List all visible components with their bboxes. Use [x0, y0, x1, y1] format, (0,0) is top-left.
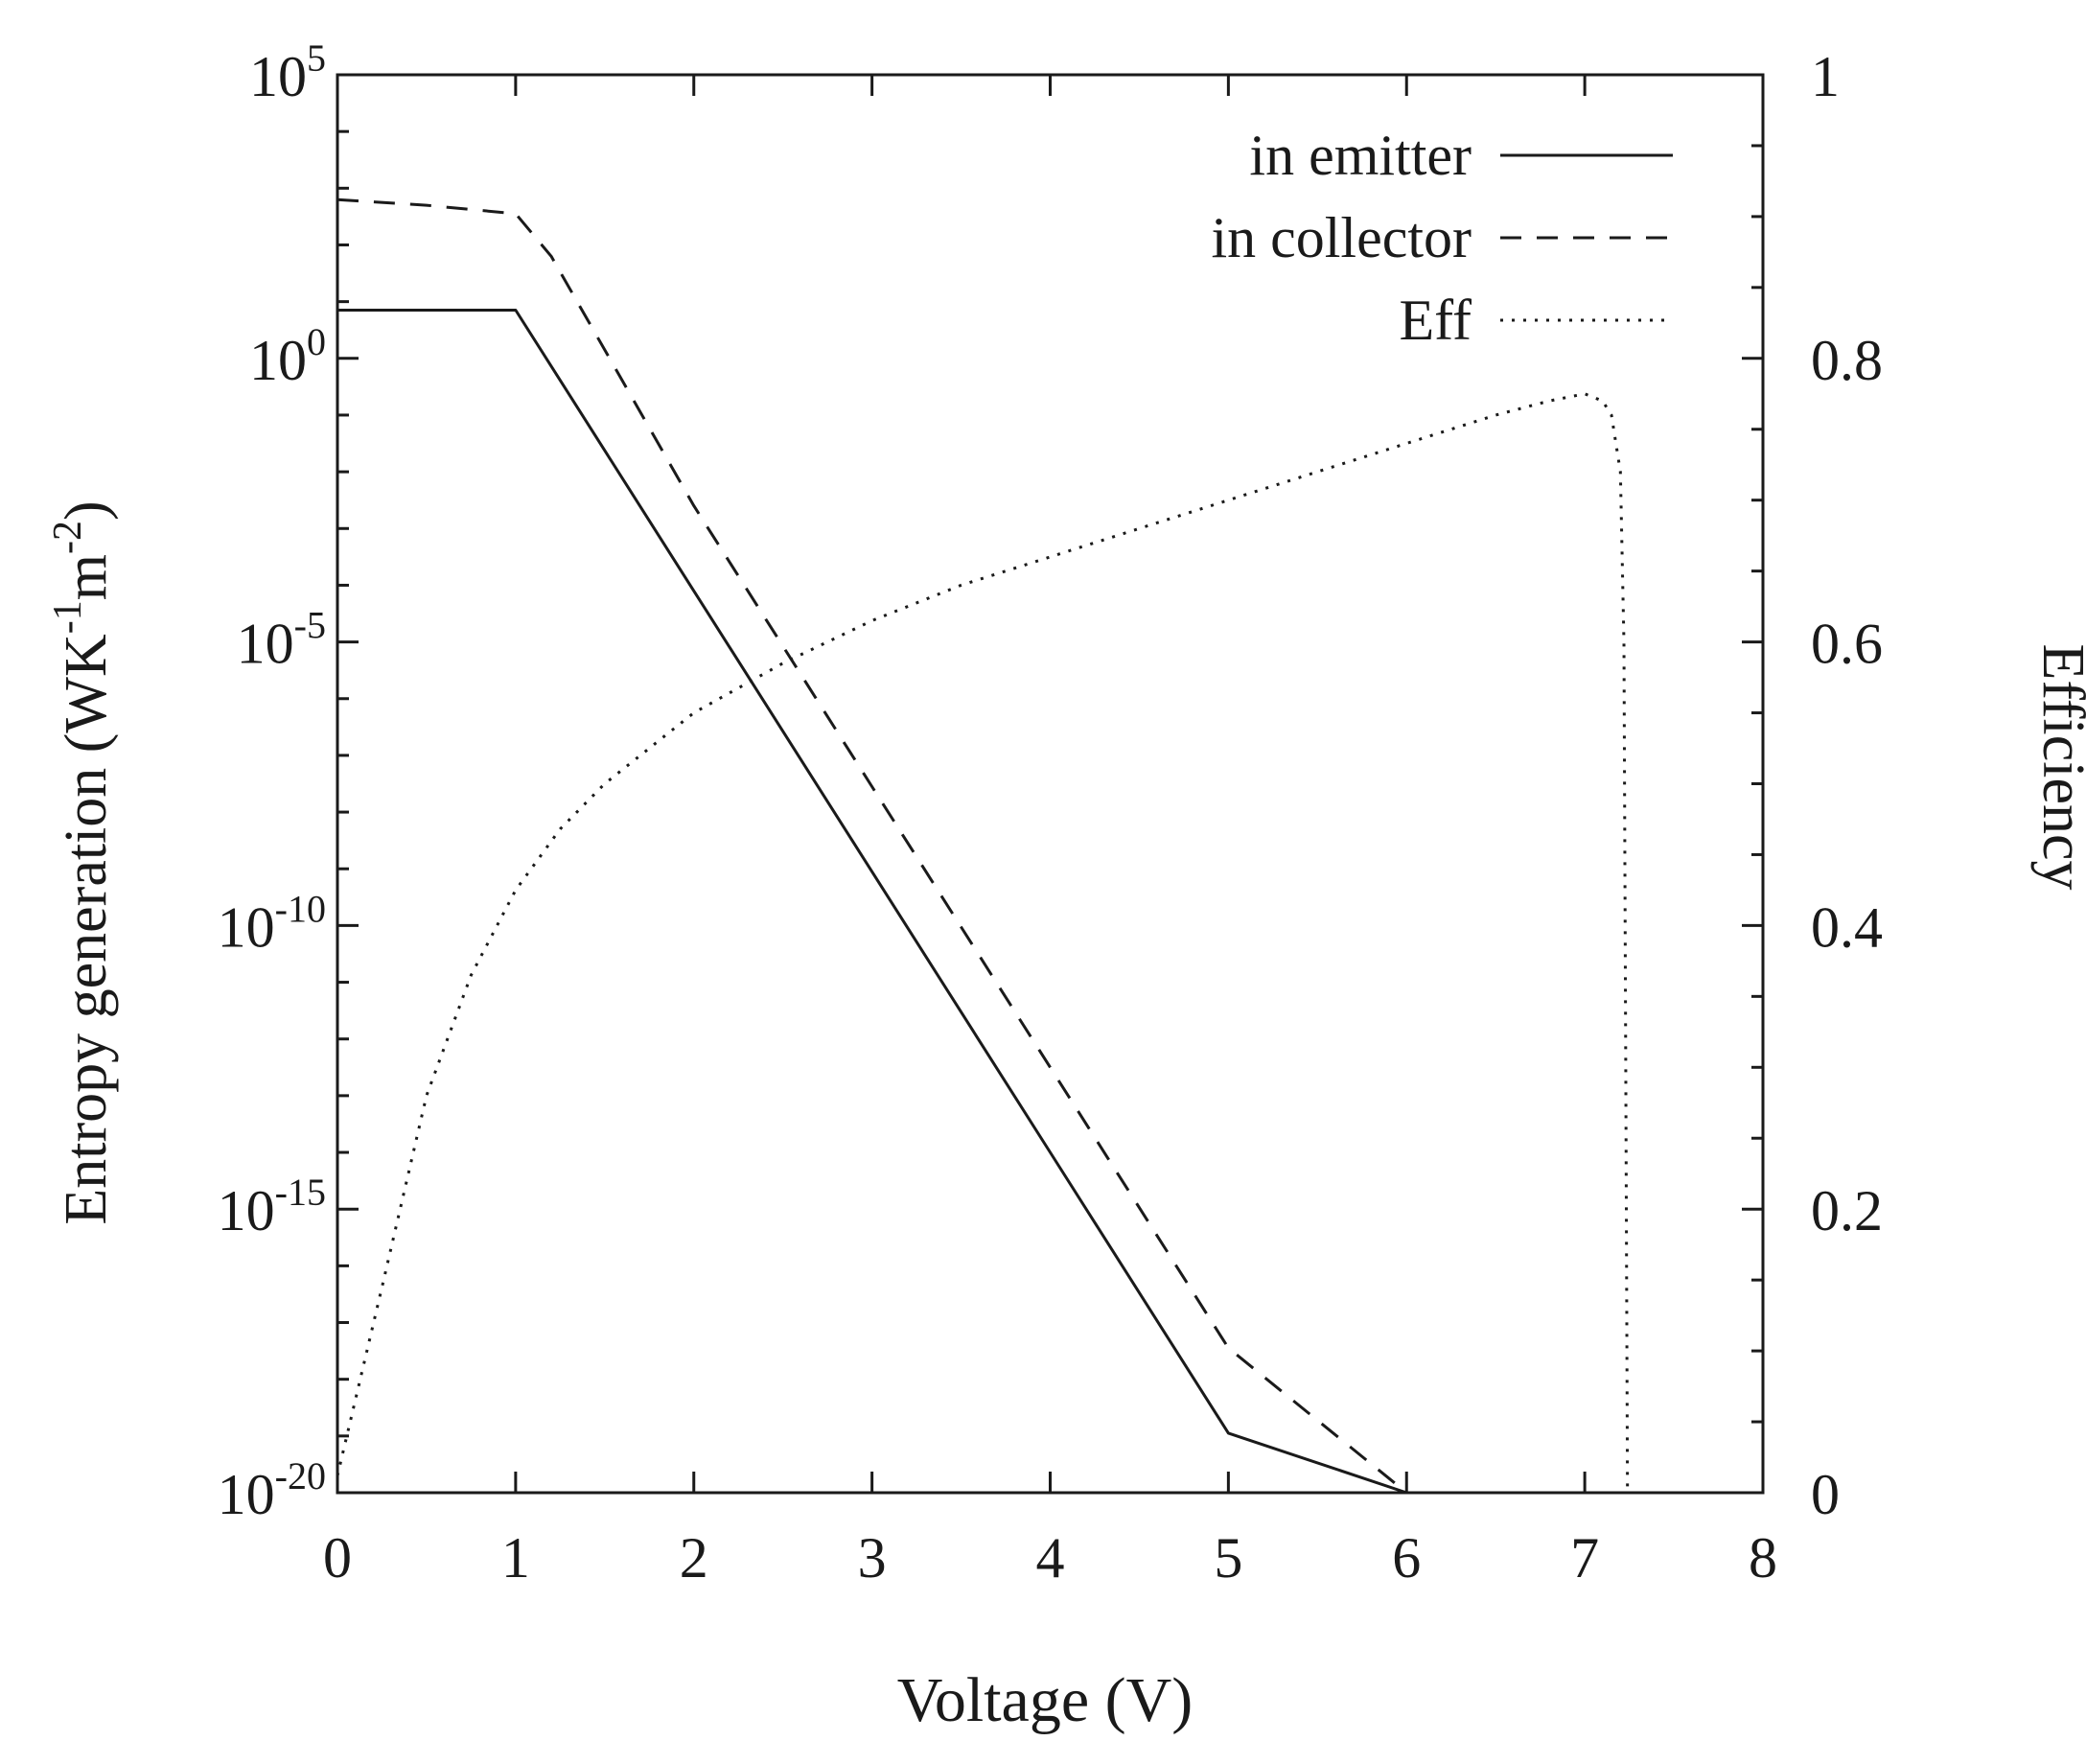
y-tick-label: 10-10	[218, 887, 326, 959]
plot-frame	[336, 73, 1765, 1495]
y-axis-label: Entropy generation (WK-1m-2)	[46, 500, 119, 1224]
y-tick-label-exponent: 5	[307, 36, 326, 80]
y2-tick-label: 0.4	[1811, 895, 1883, 959]
plot-series	[336, 197, 1630, 1495]
x-axis-label: Voltage (V)	[897, 1665, 1194, 1735]
y-tick-label: 10-15	[218, 1171, 326, 1242]
y2-tick-label: 0.6	[1811, 613, 1883, 676]
series-line-in-collector	[336, 197, 1621, 1495]
y-tick-label: 105	[249, 36, 326, 108]
x-tick-label: 0	[323, 1526, 352, 1590]
legend-label: in collector	[1211, 206, 1472, 269]
series-line-in-emitter	[337, 309, 1630, 1495]
y-tick-label-base: 10	[249, 329, 307, 392]
y2-tick-label: 0	[1811, 1463, 1840, 1526]
y-tick-label-base: 10	[218, 1179, 275, 1242]
y-tick-label-exponent: -5	[294, 604, 326, 647]
y-tick-label-base: 10	[237, 613, 294, 676]
y2-tick-label: 1	[1811, 45, 1840, 108]
y-axis-label-mid: m	[54, 554, 119, 600]
x-tick-label: 7	[1570, 1526, 1599, 1590]
legend-label: in emitter	[1249, 124, 1472, 187]
y-axis-label-exp1: -1	[46, 600, 90, 634]
tick-marks	[336, 73, 1765, 1495]
y-tick-label-exponent: -20	[275, 1454, 326, 1497]
y-tick-label: 10-5	[237, 604, 326, 676]
legend: in emitter in collector Eff	[1211, 124, 1673, 352]
y2-tick-label: 0.2	[1811, 1179, 1883, 1242]
x-tick-label: 5	[1214, 1526, 1242, 1590]
y-axis-label-prefix: Entropy generation (WK	[54, 634, 119, 1225]
y2-tick-label: 0.8	[1811, 329, 1883, 392]
y-axis-label-suffix: )	[54, 500, 119, 521]
y-tick-label: 10-20	[218, 1454, 326, 1526]
x-tick-label: 1	[501, 1526, 530, 1590]
x-tick-label: 6	[1392, 1526, 1421, 1590]
x-tick-label: 3	[858, 1526, 887, 1590]
y-tick-label-base: 10	[249, 45, 307, 108]
x-tick-label: 8	[1749, 1526, 1777, 1590]
series-line-eff	[336, 392, 1630, 1494]
legend-label: Eff	[1399, 289, 1472, 352]
y-tick-label: 100	[249, 320, 326, 392]
x-tick-label: 4	[1036, 1526, 1065, 1590]
y-tick-label-exponent: -15	[275, 1171, 326, 1214]
x-tick-label: 2	[680, 1526, 708, 1590]
y-tick-label-base: 10	[218, 1463, 275, 1526]
y-axis-label-exp2: -2	[46, 521, 90, 554]
y-tick-label-exponent: 0	[307, 320, 326, 363]
y2-axis-label: Efficiency	[2030, 643, 2086, 890]
y-tick-label-base: 10	[218, 895, 275, 959]
y-tick-label-exponent: -10	[275, 887, 326, 930]
